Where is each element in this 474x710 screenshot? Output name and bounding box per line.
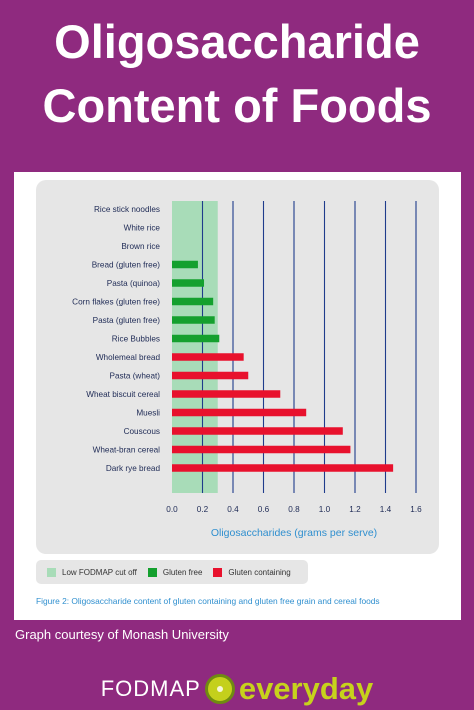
title-line-1: Oligosaccharide — [54, 15, 420, 68]
low-fodmap-cutoff-band — [172, 201, 218, 493]
figure-caption: Figure 2: Oligosaccharide content of glu… — [36, 596, 380, 606]
category-label-3: Bread (gluten free) — [92, 261, 161, 270]
legend-item-gluten-containing: Gluten containing — [213, 567, 291, 577]
legend-label-gluten-containing: Gluten containing — [228, 567, 291, 577]
legend-label-cutoff: Low FODMAP cut off — [62, 567, 137, 577]
bar-chart: Rice stick noodles White rice Brown rice Br… — [72, 201, 422, 539]
bar-4 — [172, 279, 205, 287]
kiwi-icon — [204, 674, 235, 704]
legend-swatch-cutoff — [47, 567, 56, 577]
chart-panel: Rice stick noodles White rice Brown rice Br… — [14, 172, 461, 620]
x-tick-label-2: 0.4 — [227, 505, 239, 514]
bar-6 — [172, 316, 215, 324]
category-label-0: Rice stick noodles — [94, 205, 160, 214]
category-label-6: Pasta (gluten free) — [93, 316, 161, 325]
bar-11 — [172, 408, 307, 417]
category-label-12: Couscous — [124, 427, 160, 436]
bar-10 — [172, 390, 281, 398]
chart-legend: Low FODMAP cut off Gluten free Gluten co… — [36, 560, 308, 584]
x-tick-label-7: 1.4 — [380, 505, 392, 514]
x-tick-label-6: 1.2 — [349, 505, 361, 514]
category-label-5: Corn flakes (gluten free) — [72, 298, 160, 307]
legend-swatch-gluten-free — [147, 567, 157, 577]
bar-12 — [172, 427, 343, 435]
legend-item-gluten-free: Gluten free — [147, 567, 203, 577]
brand-everyday: everyday — [238, 671, 374, 706]
x-axis-label: Oligosaccharides (grams per serve) — [211, 527, 377, 539]
category-label-10: Wheat biscuit cereal — [86, 390, 160, 399]
x-tick-label-3: 0.6 — [258, 505, 270, 514]
category-label-4: Pasta (quinoa) — [107, 279, 161, 288]
x-tick-label-8: 1.6 — [410, 505, 422, 514]
category-label-13: Wheat-bran cereal — [93, 446, 161, 455]
chart-card: Rice stick noodles White rice Brown rice Br… — [36, 180, 439, 554]
category-label-7: Rice Bubbles — [112, 335, 160, 344]
legend-swatch-gluten-containing — [213, 567, 223, 577]
bar-8 — [172, 353, 244, 361]
bar-3 — [172, 260, 198, 269]
x-tick-label-1: 0.2 — [197, 505, 209, 514]
x-tick-label-4: 0.8 — [288, 505, 300, 514]
bar-9 — [172, 371, 249, 380]
category-label-9: Pasta (wheat) — [109, 372, 160, 381]
bar-13 — [172, 445, 351, 454]
category-label-2: Brown rice — [121, 242, 160, 251]
x-tick-label-0: 0.0 — [166, 505, 178, 514]
category-label-1: White rice — [124, 224, 161, 233]
title-line-2: Content of Foods — [42, 79, 432, 132]
category-label-8: Wholemeal bread — [96, 353, 161, 362]
bar-5 — [172, 297, 214, 306]
legend-label-gluten-free: Gluten free — [162, 567, 203, 577]
legend-item-cutoff: Low FODMAP cut off — [47, 567, 137, 577]
brand-fodmap: FODMAP — [100, 676, 201, 701]
category-label-11: Muesli — [136, 409, 160, 418]
graph-credit: Graph courtesy of Monash University — [15, 627, 229, 642]
x-tick-label-5: 1.0 — [319, 505, 331, 514]
brand-logo: FODMAP everyday — [0, 671, 474, 706]
category-label-14: Dark rye bread — [106, 464, 161, 473]
bar-7 — [172, 334, 220, 343]
bar-14 — [172, 464, 394, 472]
